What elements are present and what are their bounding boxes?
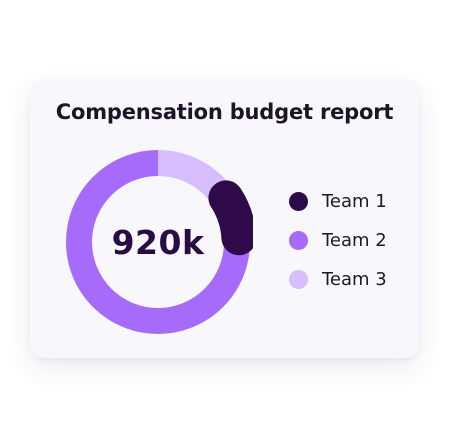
legend-swatch-team-1 [289,191,308,211]
legend-label-team-1: Team 1 [322,190,387,212]
donut-svg [66,150,253,334]
chart-legend: Team 1 Team 2 Team 3 [289,191,387,308]
donut-slice-team-2 [66,150,250,334]
legend-swatch-team-2 [289,230,308,250]
legend-label-team-3: Team 3 [322,268,387,290]
legend-item-team-2: Team 2 [289,229,387,251]
legend-item-team-1: Team 1 [289,190,387,212]
legend-label-team-2: Team 2 [322,229,387,251]
legend-swatch-team-3 [289,269,308,289]
legend-item-team-3: Team 3 [289,268,387,290]
center-total-value: 920k [111,222,205,262]
budget-report-card: Compensation budget report 920k Team 1 T… [30,80,419,358]
donut-slice-team-1-cap [208,180,253,256]
donut-chart: 920k [63,147,253,337]
card-title: Compensation budget report [55,100,394,124]
